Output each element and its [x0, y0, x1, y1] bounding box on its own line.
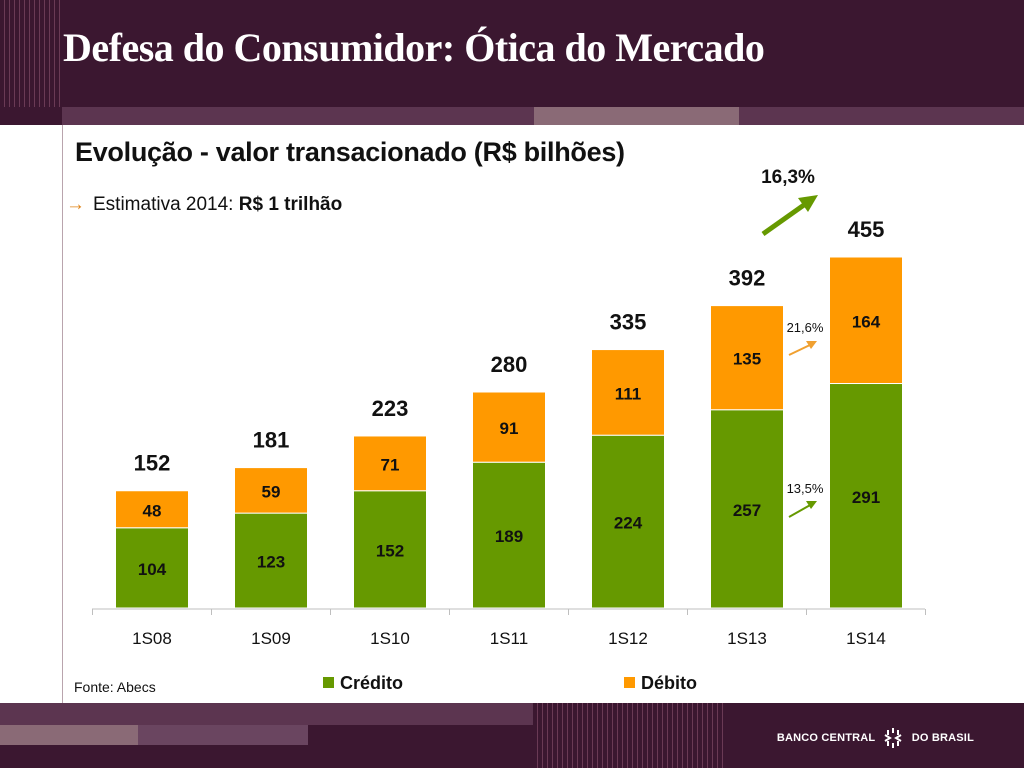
data-label-total: 152 — [134, 451, 171, 476]
bar-debito-1S09 — [234, 467, 308, 514]
debito-growth-arrowhead — [806, 341, 817, 349]
x-tick-label: 1S10 — [370, 629, 410, 648]
data-label-debito: 164 — [852, 312, 881, 331]
header-stripes — [0, 0, 60, 107]
x-tick-label: 1S11 — [490, 629, 528, 648]
header-band — [0, 0, 1024, 107]
credito-growth-arrow — [788, 503, 813, 518]
data-label-debito: 91 — [500, 419, 519, 438]
data-label-total: 335 — [610, 310, 647, 335]
data-label-debito: 111 — [615, 384, 642, 403]
total-growth-arrowhead — [798, 195, 818, 212]
legend-item-credito: Crédito — [323, 673, 403, 694]
data-label-debito: 71 — [381, 455, 400, 474]
x-tick-label: 1S08 — [132, 629, 172, 648]
footer-band — [0, 703, 1024, 768]
data-label-credito: 152 — [376, 541, 404, 560]
bank-logo: BANCO CENTRAL DO BRASIL — [777, 727, 974, 749]
bar-debito-1S10 — [353, 435, 427, 492]
data-label-total: 280 — [491, 352, 528, 377]
source-note: Fonte: Abecs — [74, 679, 156, 695]
legend-item-debito: Débito — [624, 673, 697, 694]
data-label-credito: 224 — [614, 514, 643, 533]
arrow-right-icon: → — [66, 194, 85, 215]
x-tick-label: 1S13 — [727, 629, 767, 648]
bar-debito-1S12 — [591, 349, 665, 436]
credito-growth-label: 13,5% — [787, 481, 824, 496]
x-tick-label: 1S14 — [846, 629, 886, 648]
total-growth-arrow — [761, 197, 813, 237]
bar-debito-1S13 — [710, 305, 784, 411]
data-label-total: 181 — [253, 428, 290, 453]
credito-growth-arrowhead — [806, 501, 817, 509]
chart-subtitle: Evolução - valor transacionado (R$ bilhõ… — [75, 137, 625, 167]
header-accent-strip — [0, 107, 1024, 125]
legend-label-credito: Crédito — [340, 673, 403, 693]
data-label-debito: 59 — [262, 482, 281, 501]
bar-credito-1S12 — [591, 434, 665, 609]
data-label-credito: 291 — [852, 488, 880, 507]
legend-label-debito: Débito — [641, 673, 697, 693]
data-label-debito: 135 — [733, 350, 761, 369]
bar-credito-1S13 — [710, 409, 784, 609]
bar-debito-1S11 — [472, 391, 546, 463]
total-growth-label: 16,3% — [761, 167, 815, 188]
data-label-credito: 189 — [495, 527, 523, 546]
page-title: Defesa do Consumidor: Ótica do Mercado — [63, 25, 765, 70]
logo-text-right: DO BRASIL — [911, 731, 974, 744]
legend-swatch-credito — [323, 677, 334, 688]
logo-text-left: BANCO CENTRAL — [776, 731, 876, 744]
data-label-total: 455 — [848, 217, 885, 242]
left-divider-line — [62, 125, 63, 743]
x-tick-label: 1S09 — [251, 629, 291, 648]
bar-debito-1S14 — [829, 256, 903, 385]
data-label-credito: 257 — [733, 501, 761, 520]
bar-credito-1S09 — [234, 512, 308, 609]
bar-debito-1S08 — [115, 490, 189, 529]
estimate-value: R$ 1 trilhão — [238, 194, 343, 215]
data-label-total: 223 — [372, 396, 409, 421]
estimate-prefix: Estimativa 2014: — [93, 194, 239, 215]
data-label-debito: 48 — [143, 501, 162, 520]
bar-credito-1S08 — [115, 527, 189, 609]
estimate-line: → Estimativa 2014: R$ 1 trilhão — [66, 194, 342, 216]
data-label-credito: 123 — [257, 553, 285, 572]
bar-credito-1S11 — [472, 461, 546, 609]
legend-swatch-debito — [624, 677, 635, 688]
data-label-credito: 104 — [138, 560, 167, 579]
x-tick-label: 1S12 — [608, 629, 648, 648]
data-label-total: 392 — [729, 266, 766, 291]
bank-emblem-icon — [884, 728, 902, 748]
debito-growth-arrow — [788, 343, 813, 356]
debito-growth-label: 21,6% — [787, 320, 824, 335]
bar-credito-1S14 — [829, 383, 903, 609]
footer-stripes — [533, 703, 723, 768]
